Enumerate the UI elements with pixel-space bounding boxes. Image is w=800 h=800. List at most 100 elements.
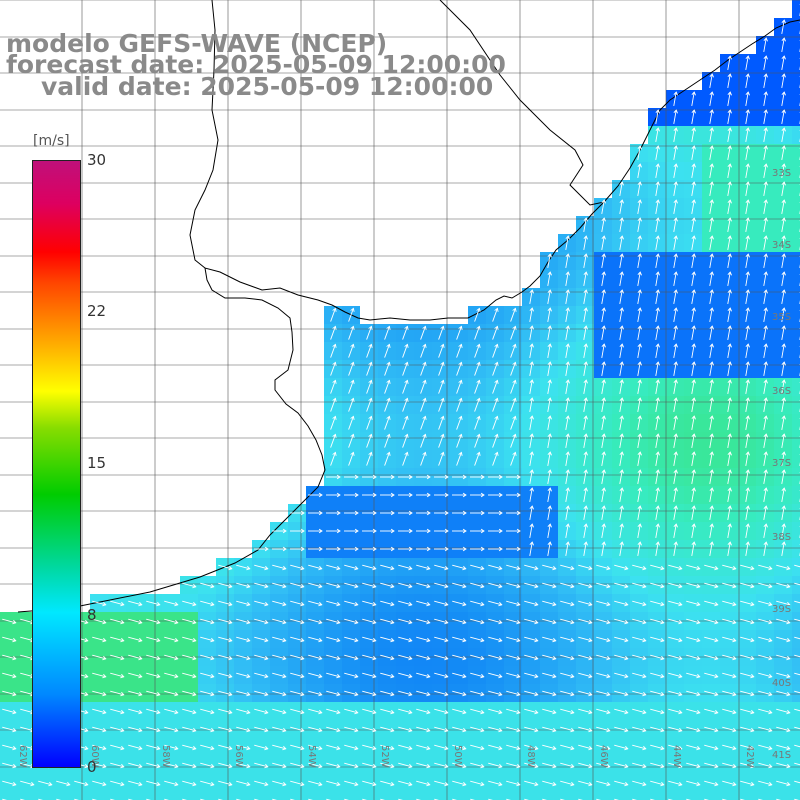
wind-arrow <box>529 433 534 448</box>
wind-arrow <box>506 618 521 625</box>
wind-arrow <box>583 415 588 430</box>
wind-arrow <box>326 762 341 769</box>
wind-cell <box>792 558 800 576</box>
wind-arrow <box>326 474 341 480</box>
wind-arrow <box>542 618 557 625</box>
wind-arrow <box>637 307 642 322</box>
wind-arrow <box>614 762 629 769</box>
wind-arrow <box>668 780 683 787</box>
wind-arrow <box>164 672 179 679</box>
wind-arrow <box>326 564 341 571</box>
wind-arrow <box>434 636 449 643</box>
wind-arrow <box>601 361 606 376</box>
wind-arrow <box>254 618 269 625</box>
wind-arrow <box>470 546 485 552</box>
wind-arrow <box>637 325 642 340</box>
wind-arrow <box>470 762 485 769</box>
wind-arrow <box>745 505 750 520</box>
wind-arrow <box>709 289 714 304</box>
wind-arrow <box>308 744 323 751</box>
wind-arrow <box>272 600 287 607</box>
wind-arrow <box>614 582 629 589</box>
wind-arrow <box>596 672 611 679</box>
wind-cell <box>648 792 666 800</box>
wind-arrow <box>601 451 606 466</box>
wind-arrow <box>565 487 570 502</box>
wind-cell <box>792 360 800 378</box>
wind-arrow <box>776 672 791 679</box>
wind-arrow <box>438 343 445 358</box>
wind-arrow <box>2 672 17 679</box>
wind-arrow <box>704 582 719 589</box>
wind-cell <box>162 792 180 800</box>
wind-arrow <box>326 672 341 679</box>
border-path <box>189 0 219 269</box>
wind-cell <box>306 792 324 800</box>
wind-arrow <box>578 618 593 625</box>
longitude-label: 52W <box>379 745 390 768</box>
wind-arrow <box>637 181 642 196</box>
wind-arrow <box>326 708 341 715</box>
wind-arrow <box>565 415 570 430</box>
wind-arrow <box>290 672 305 679</box>
wind-arrow <box>578 708 593 715</box>
wind-arrow <box>290 780 305 787</box>
wind-arrow <box>474 397 481 412</box>
wind-arrow <box>524 762 539 769</box>
wind-arrow <box>470 510 485 516</box>
wind-arrow <box>488 690 503 697</box>
wind-arrow <box>200 582 215 589</box>
wind-arrow <box>727 181 732 196</box>
wind-arrow <box>236 726 251 733</box>
wind-arrow <box>218 744 233 751</box>
wind-arrow <box>492 379 499 394</box>
wind-arrow <box>668 582 683 589</box>
wind-arrow <box>583 487 588 502</box>
wind-arrow <box>763 523 768 538</box>
wind-cell <box>18 792 36 800</box>
wind-arrow <box>452 618 467 625</box>
wind-arrow <box>601 541 606 556</box>
wind-arrow <box>529 325 534 340</box>
wind-arrow <box>456 325 463 340</box>
wind-arrow <box>560 600 575 607</box>
wind-arrow <box>488 744 503 751</box>
wind-arrow <box>673 523 678 538</box>
wind-arrow <box>781 19 786 34</box>
wind-arrow <box>673 271 678 286</box>
wind-cell <box>234 792 252 800</box>
wind-arrow <box>758 726 773 733</box>
wind-arrow <box>709 145 714 160</box>
wind-arrow <box>434 564 449 571</box>
wind-arrow <box>650 780 665 787</box>
wind-arrow <box>583 343 588 358</box>
wind-arrow <box>758 708 773 715</box>
wind-arrow <box>529 361 534 376</box>
wind-arrow <box>763 343 768 358</box>
wind-arrow <box>366 343 373 358</box>
wind-cell <box>792 252 800 270</box>
wind-arrow <box>236 780 251 787</box>
wind-arrow <box>420 415 427 430</box>
wind-arrow <box>254 726 269 733</box>
wind-arrow <box>492 325 499 340</box>
wind-arrow <box>596 690 611 697</box>
wind-arrow <box>745 469 750 484</box>
wind-arrow <box>740 600 755 607</box>
wind-arrow <box>578 780 593 787</box>
wind-arrow <box>781 271 786 286</box>
wind-cell <box>792 666 800 684</box>
wind-arrow <box>637 433 642 448</box>
wind-arrow <box>110 636 125 643</box>
wind-arrow <box>691 415 696 430</box>
longitude-label: 56W <box>233 745 244 768</box>
wind-arrow <box>348 433 355 448</box>
wind-arrow <box>686 780 701 787</box>
wind-arrow <box>740 582 755 589</box>
wind-arrow <box>781 181 786 196</box>
wind-arrow <box>596 636 611 643</box>
wind-arrow <box>758 762 773 769</box>
wind-cell <box>792 756 800 774</box>
wind-arrow <box>128 780 143 787</box>
